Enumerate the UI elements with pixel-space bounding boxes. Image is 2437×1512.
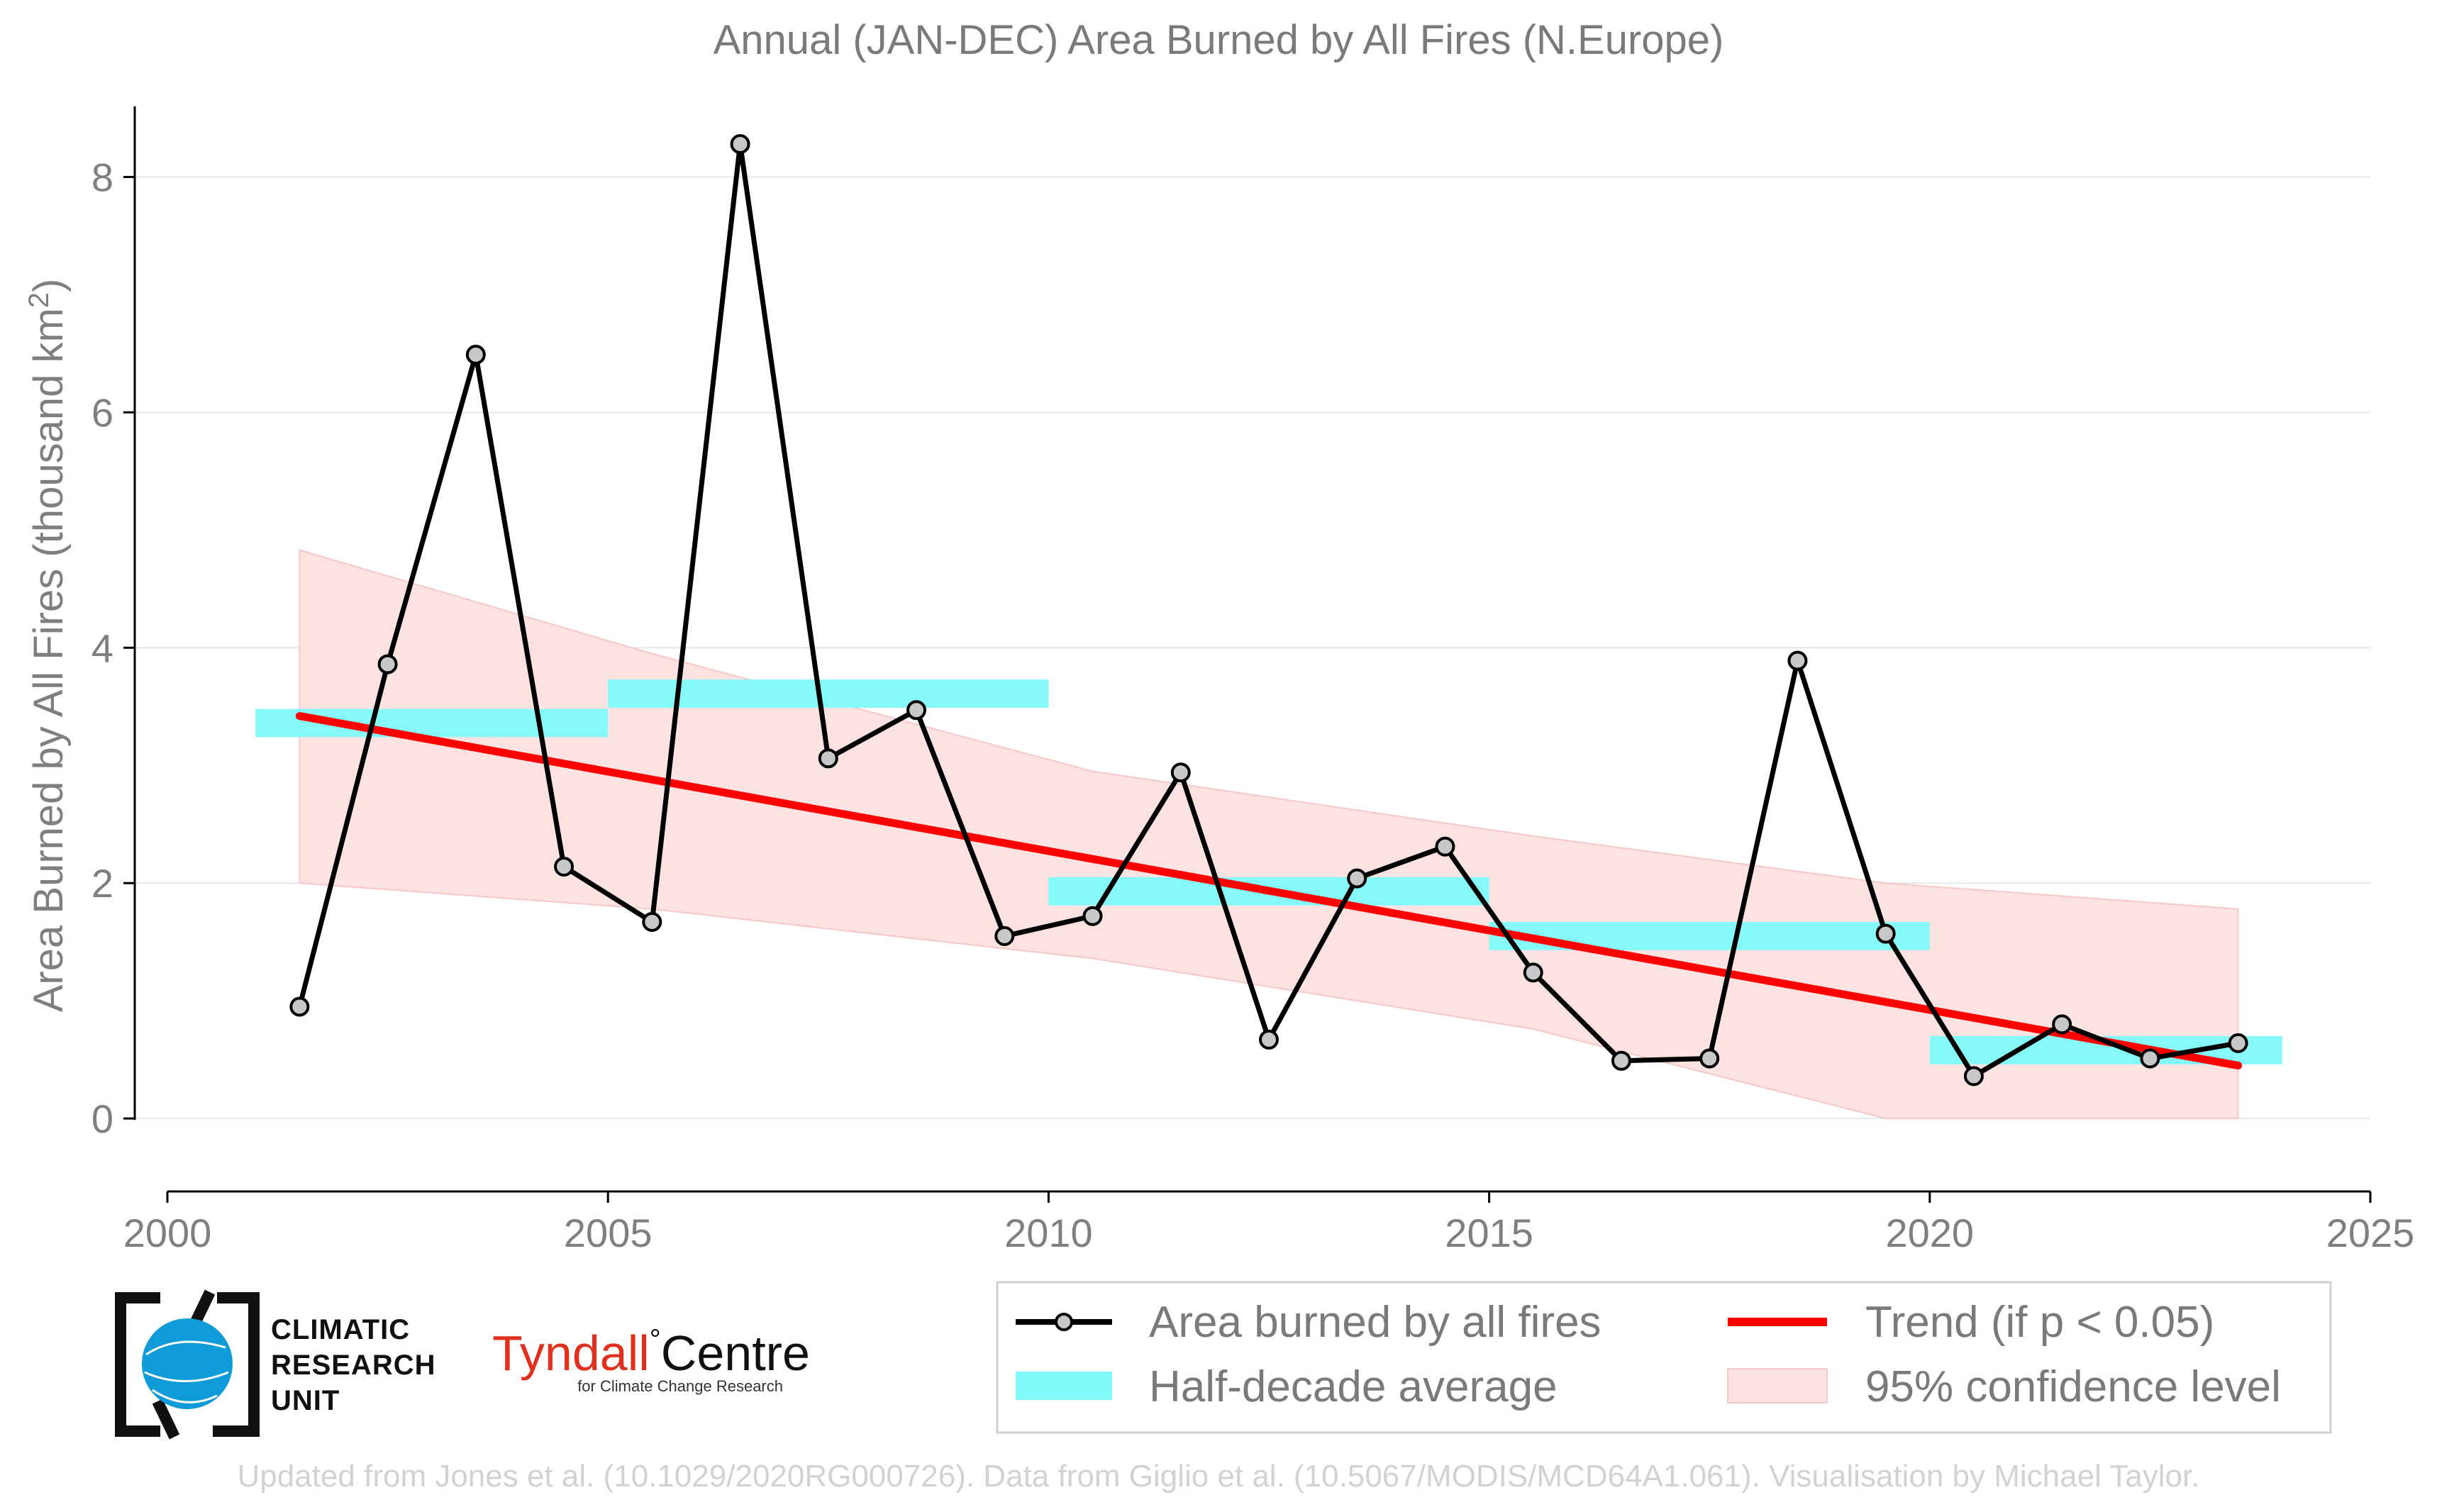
tick-labels: 0 2 4 6 8 2000 2005 2010 2015 2020 2025 — [91, 155, 2414, 1255]
y-axis-label-sup: 2 — [23, 292, 55, 308]
x-tick-label-5: 2025 — [2326, 1211, 2415, 1255]
legend-box — [996, 1281, 2332, 1434]
data-point-2011.5 — [1170, 762, 1191, 783]
data-point-2005.5 — [642, 911, 662, 932]
legend-swatch-confidence — [1727, 1368, 1828, 1403]
y-tick-label-1: 2 — [91, 861, 113, 906]
legend-label-half-decade: Half-decade average — [1149, 1362, 1558, 1411]
data-point-2008.5 — [906, 700, 927, 721]
data-point-2013.5 — [1347, 868, 1367, 889]
cru-logo-frame-left — [115, 1292, 160, 1437]
cru-logo: CLIMATIC RESEARCH UNIT — [115, 1289, 435, 1440]
y-axis-label: Area Burned by All Fires (thousand km2) — [23, 279, 72, 1013]
y-axis-label-main: Area Burned by All Fires (thousand km — [26, 308, 72, 1012]
data-point-2002.5 — [377, 654, 398, 674]
x-tick-label-1: 2005 — [564, 1211, 653, 1255]
tyndall-centre: Centre — [661, 1325, 810, 1381]
x-tick-label-3: 2015 — [1445, 1211, 1533, 1255]
y-tick-label-3: 6 — [91, 390, 113, 435]
data-point-2019.5 — [1875, 923, 1896, 944]
data-point-2023.5 — [2228, 1033, 2248, 1053]
data-point-2007.5 — [818, 748, 838, 769]
axes — [123, 106, 2372, 1203]
cru-logo-frame-right — [213, 1292, 260, 1437]
cru-text-line3: UNIT — [271, 1385, 340, 1416]
legend-label-trend: Trend (if p < 0.05) — [1865, 1298, 2214, 1347]
x-tick-label-4: 2020 — [1886, 1211, 1975, 1255]
tyndall-degree: ° — [650, 1324, 661, 1355]
tyndall-subtitle: for Climate Change Research — [577, 1377, 783, 1395]
data-point-2003.5 — [465, 345, 486, 365]
globe-icon-swirl — [144, 1340, 229, 1403]
data-point-2009.5 — [994, 925, 1015, 946]
footer-credit: Updated from Jones et al. (10.1029/2020R… — [238, 1459, 2200, 1494]
data-point-2020.5 — [1963, 1066, 1984, 1086]
data-point-2010.5 — [1082, 906, 1103, 926]
half-decade-bar-1 — [608, 679, 1049, 708]
trend-line — [295, 712, 2243, 1069]
legend-marker-area-burned — [1055, 1313, 1073, 1331]
cru-text-line1: CLIMATIC — [271, 1314, 410, 1345]
y-tick-label-2: 4 — [91, 626, 113, 670]
trend-line-path — [295, 712, 2243, 1069]
data-point-2021.5 — [2052, 1014, 2072, 1035]
tyndall-name: Tyndall°Centre — [492, 1324, 810, 1381]
legend-swatch-half-decade — [1016, 1372, 1112, 1400]
cru-logo-slash-bottom — [152, 1399, 180, 1440]
tyndall-logo: Tyndall°Centre for Climate Change Resear… — [492, 1324, 810, 1395]
legend: Area burned by all fires Half-decade ave… — [996, 1281, 2332, 1434]
data-point-2012.5 — [1259, 1029, 1279, 1050]
data-point-2017.5 — [1699, 1048, 1720, 1069]
x-tick-label-0: 2000 — [123, 1211, 212, 1255]
data-point-2022.5 — [2140, 1048, 2160, 1069]
half-decade-bar-0 — [255, 708, 609, 738]
data-series — [289, 134, 2248, 1086]
tyndall-main: Tyndall — [492, 1325, 650, 1381]
y-tick-label-4: 8 — [91, 155, 113, 200]
x-tick-label-2: 2010 — [1004, 1211, 1093, 1255]
data-point-2014.5 — [1435, 836, 1455, 857]
data-point-2001.5 — [289, 996, 310, 1017]
cru-text-line2: RESEARCH — [271, 1350, 435, 1381]
data-point-2018.5 — [1787, 650, 1808, 671]
globe-icon — [142, 1318, 233, 1409]
chart-title: Annual (JAN-DEC) Area Burned by All Fire… — [714, 17, 1724, 63]
legend-label-confidence: 95% confidence level — [1865, 1362, 2281, 1411]
legend-label-area-burned: Area burned by all fires — [1149, 1298, 1601, 1347]
data-point-2004.5 — [554, 856, 574, 877]
data-point-2015.5 — [1523, 962, 1543, 983]
y-axis-label-end: ) — [26, 279, 72, 292]
y-tick-label-0: 0 — [91, 1096, 113, 1141]
data-point-2016.5 — [1611, 1050, 1631, 1071]
data-point-2006.5 — [730, 134, 750, 155]
